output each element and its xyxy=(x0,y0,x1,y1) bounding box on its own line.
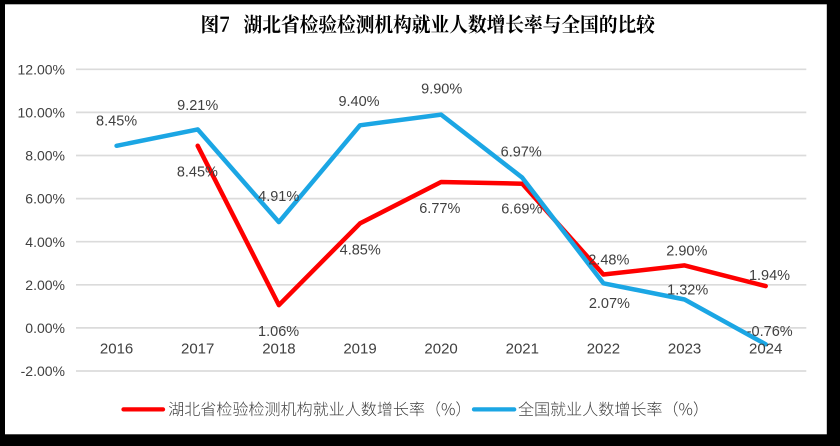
svg-text:10.00%: 10.00% xyxy=(18,105,65,121)
svg-text:1.06%: 1.06% xyxy=(258,324,299,340)
svg-text:0.00%: 0.00% xyxy=(25,320,65,336)
svg-text:2.48%: 2.48% xyxy=(588,253,629,269)
svg-text:2022: 2022 xyxy=(587,340,620,357)
svg-text:12.00%: 12.00% xyxy=(18,61,65,77)
svg-text:8.45%: 8.45% xyxy=(96,114,137,130)
svg-text:9.40%: 9.40% xyxy=(338,94,379,110)
svg-text:4.85%: 4.85% xyxy=(340,242,381,258)
svg-text:-2.00%: -2.00% xyxy=(21,363,65,379)
svg-text:1.32%: 1.32% xyxy=(667,282,708,298)
svg-text:2019: 2019 xyxy=(343,340,376,357)
svg-text:-0.76%: -0.76% xyxy=(747,324,793,340)
svg-text:4.00%: 4.00% xyxy=(25,234,65,250)
svg-text:2016: 2016 xyxy=(100,340,133,357)
svg-text:1.94%: 1.94% xyxy=(749,268,790,284)
svg-text:2018: 2018 xyxy=(262,340,295,357)
svg-text:9.90%: 9.90% xyxy=(421,82,462,98)
svg-text:2024: 2024 xyxy=(749,340,782,357)
svg-text:2.90%: 2.90% xyxy=(666,244,707,260)
svg-text:2017: 2017 xyxy=(181,340,214,357)
svg-text:4.91%: 4.91% xyxy=(258,189,299,205)
svg-text:6.00%: 6.00% xyxy=(25,191,65,207)
svg-text:6.77%: 6.77% xyxy=(419,201,460,217)
svg-text:2.00%: 2.00% xyxy=(25,277,65,293)
svg-text:2023: 2023 xyxy=(668,340,701,357)
svg-text:9.21%: 9.21% xyxy=(177,98,218,114)
svg-text:6.97%: 6.97% xyxy=(501,144,542,160)
svg-text:8.45%: 8.45% xyxy=(177,165,218,181)
svg-text:2.07%: 2.07% xyxy=(589,296,630,312)
svg-text:8.00%: 8.00% xyxy=(25,148,65,164)
svg-text:2020: 2020 xyxy=(424,340,457,357)
svg-text:6.69%: 6.69% xyxy=(501,202,542,218)
svg-text:2021: 2021 xyxy=(506,340,539,357)
